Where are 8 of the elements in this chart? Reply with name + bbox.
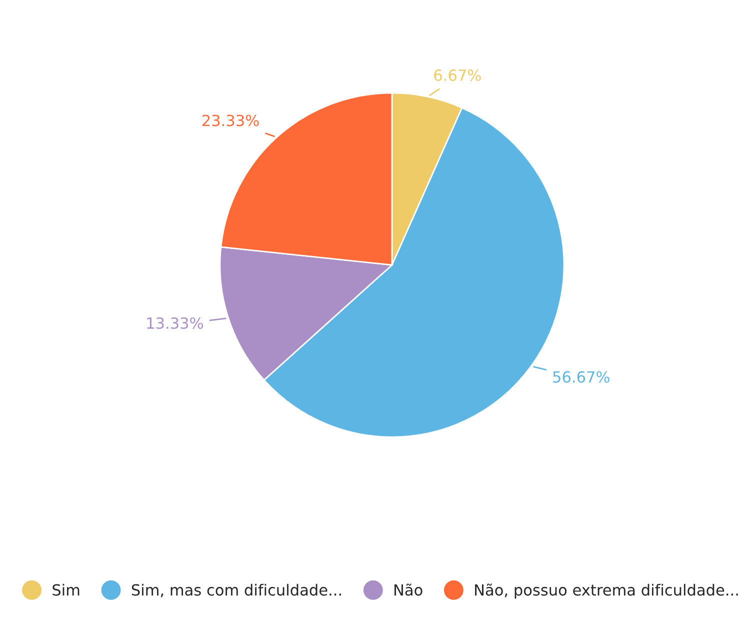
legend-label: Sim, mas com dificuldade...	[132, 584, 341, 598]
legend-label: Não	[394, 584, 422, 596]
legend-label: Sim	[52, 584, 80, 596]
data-label: 23.33%	[202, 114, 259, 126]
data-label: 6.67%	[434, 69, 481, 81]
legend-label: Não, possuo extrema dificuldade...	[475, 584, 738, 599]
data-label: 56.67%	[553, 371, 610, 383]
data-label: 13.33%	[147, 317, 203, 329]
